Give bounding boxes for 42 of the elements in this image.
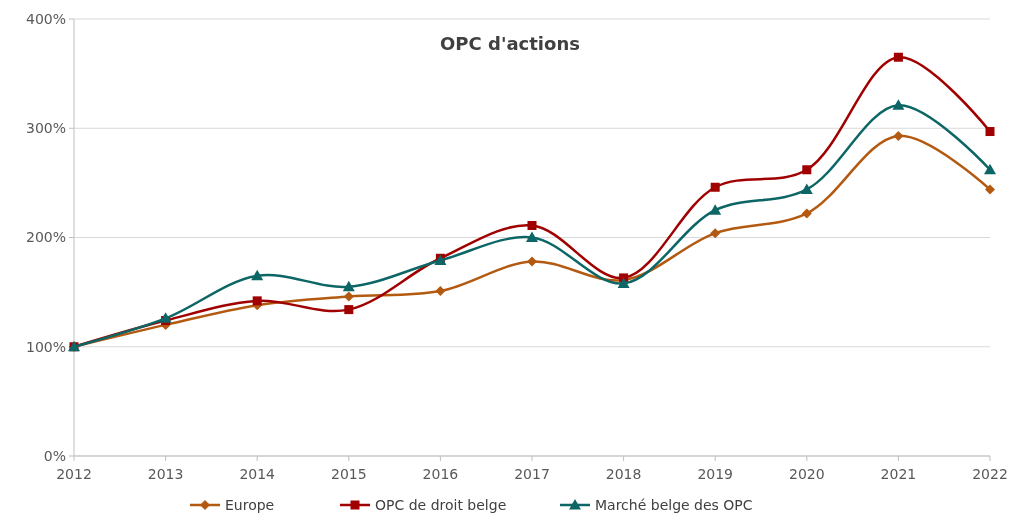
legend-label: Marché belge des OPC (595, 496, 753, 513)
x-tick-label: 2013 (147, 466, 184, 482)
point (985, 127, 995, 137)
point (710, 228, 721, 239)
point (527, 220, 537, 230)
point (251, 269, 264, 281)
x-tick-label: 2017 (514, 466, 550, 482)
point (984, 163, 996, 175)
point (985, 184, 995, 195)
text: OPC d'actions (440, 33, 580, 54)
point (710, 182, 720, 192)
y-tick-label: 200% (25, 229, 66, 246)
x-tick-label: 2019 (697, 466, 734, 482)
point (800, 183, 813, 194)
y-tick-label: 100% (25, 338, 66, 355)
y-tick-label: 0% (43, 447, 66, 464)
x-tick-label: 2014 (239, 466, 276, 482)
point (893, 52, 903, 62)
x-tick-label: 2022 (972, 466, 1008, 482)
legend-label: Europe (225, 496, 275, 513)
x-tick-label: 2018 (605, 466, 642, 482)
point (252, 296, 262, 306)
point (709, 204, 722, 215)
x-tick-label: 2021 (880, 466, 917, 482)
point (435, 286, 446, 297)
x-tick-label: 2016 (422, 466, 459, 482)
x-tick-label: 2020 (788, 466, 825, 482)
point (159, 312, 172, 323)
point (527, 256, 537, 267)
x-tick-label: 2015 (330, 466, 367, 482)
point (802, 165, 812, 175)
point (344, 305, 354, 315)
point (342, 280, 355, 292)
point (343, 291, 354, 302)
point (893, 130, 904, 141)
y-tick-label: 300% (25, 120, 66, 137)
y-tick-label: 400% (25, 10, 66, 27)
point (892, 99, 905, 110)
point (526, 231, 538, 242)
x-tick-label: 2012 (56, 466, 92, 482)
legend-label: OPC de droit belge (375, 496, 507, 513)
point (801, 208, 812, 219)
